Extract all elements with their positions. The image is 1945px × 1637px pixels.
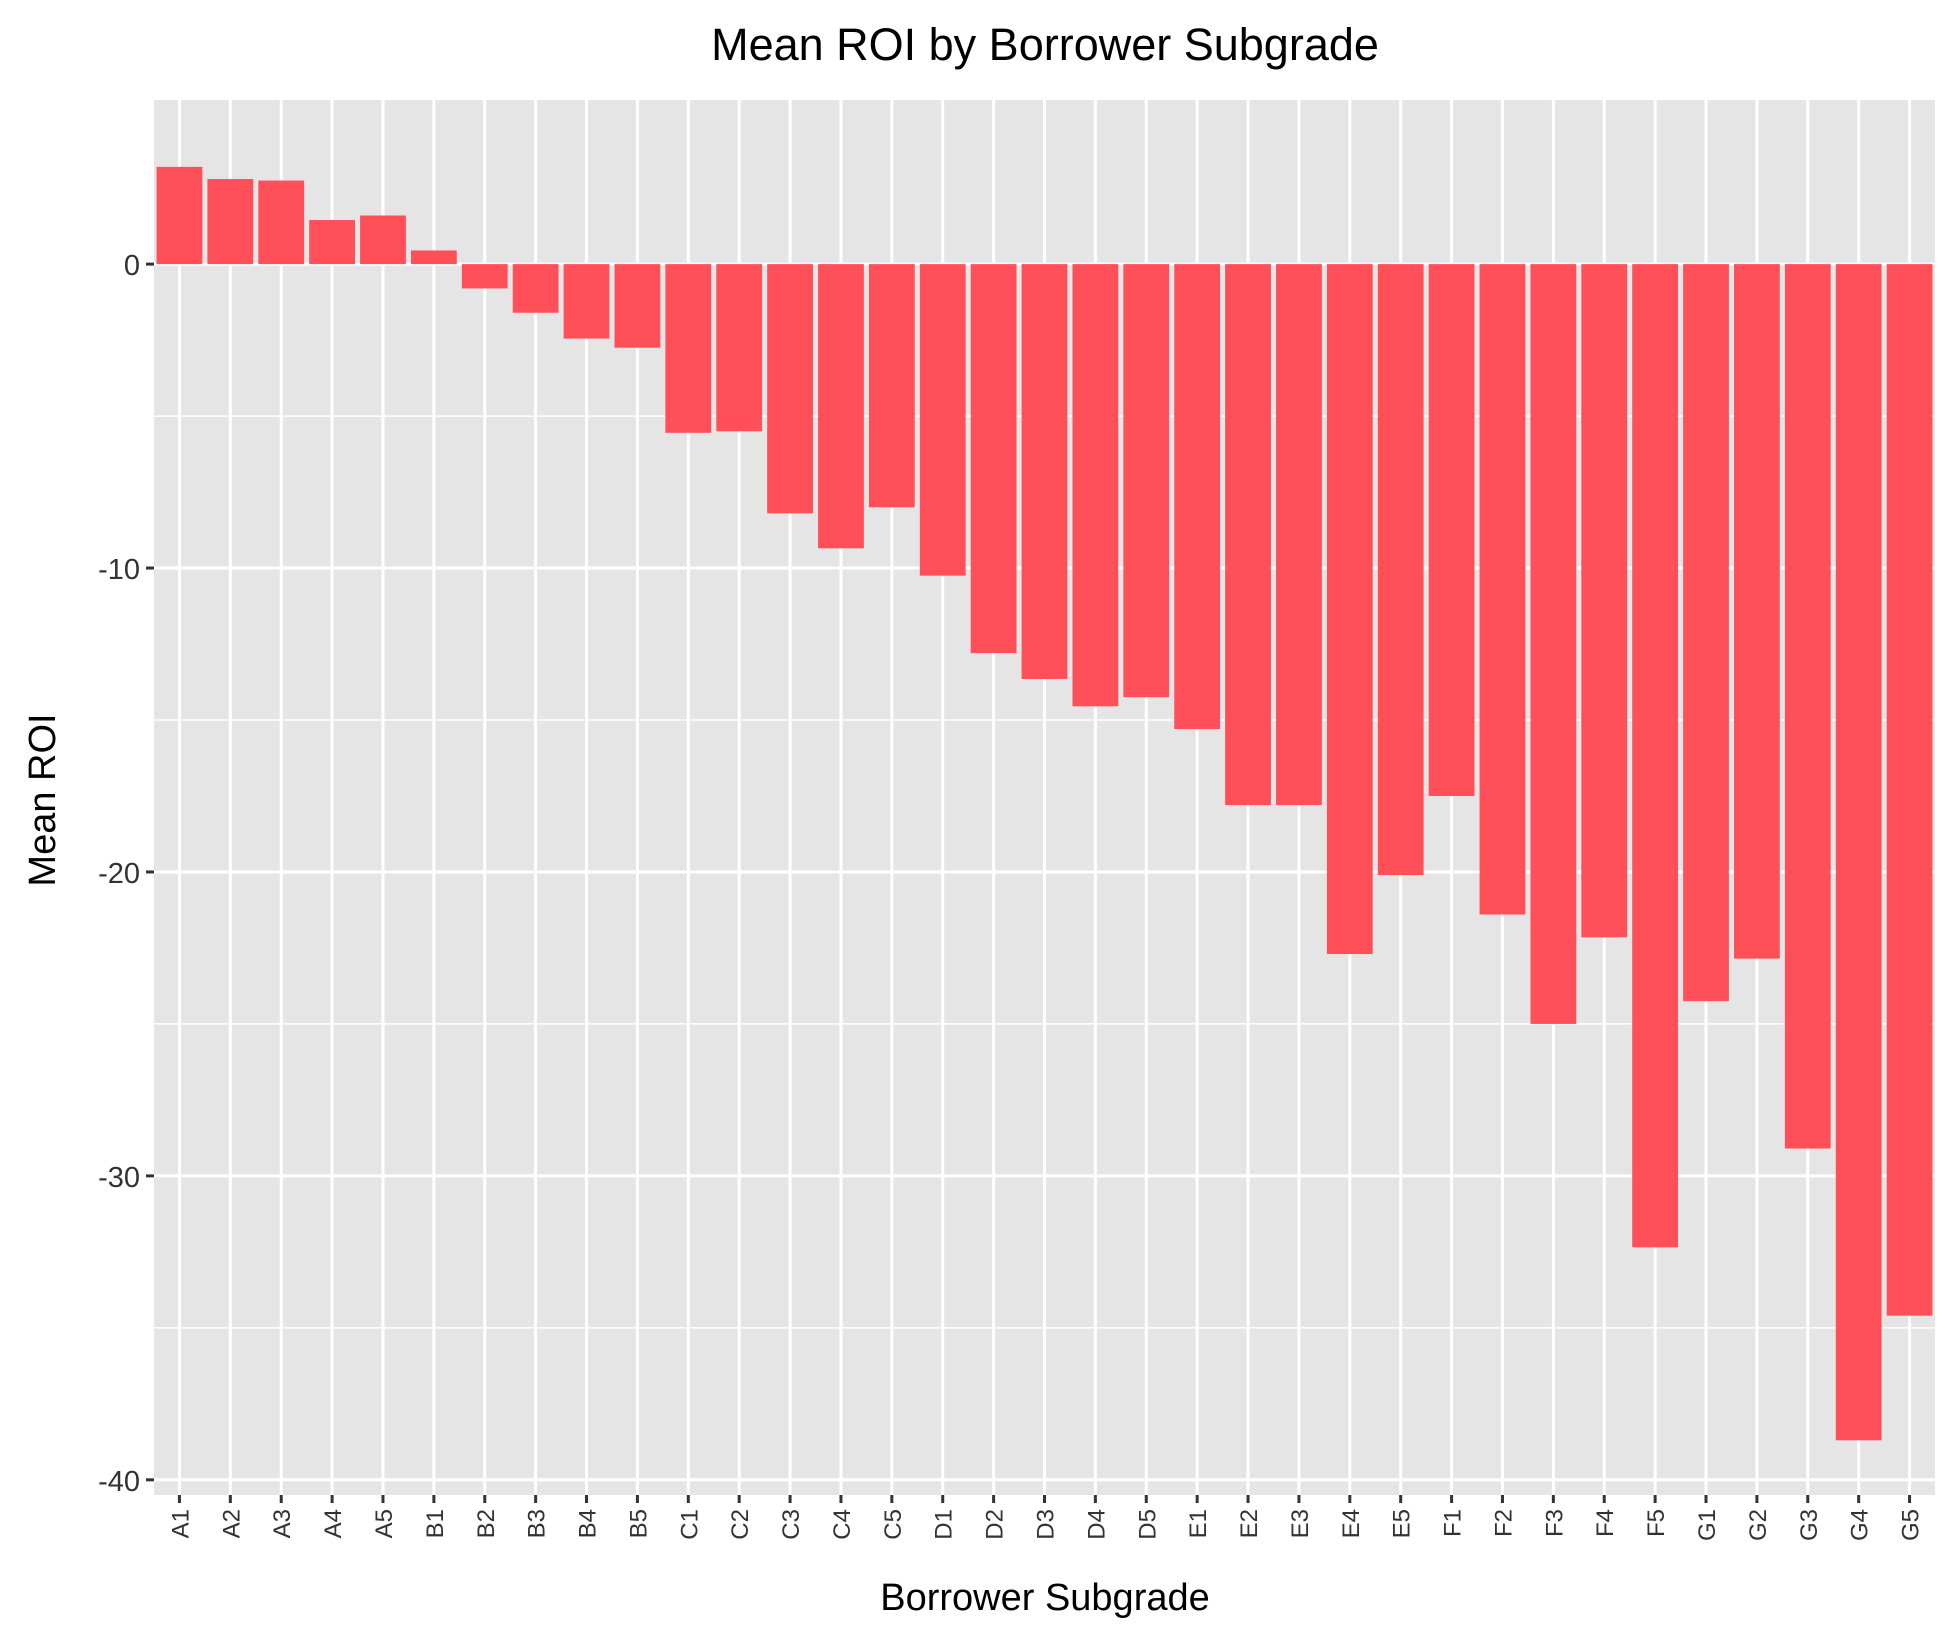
bar-A2: [207, 179, 254, 265]
x-tick-label: F5: [1643, 1509, 1670, 1537]
x-tick-label: C3: [778, 1509, 805, 1540]
bar-D3: [1021, 264, 1068, 679]
x-tick-label: D5: [1134, 1509, 1161, 1540]
chart-title: Mean ROI by Borrower Subgrade: [711, 19, 1379, 70]
x-tick-label: G2: [1745, 1509, 1772, 1541]
bar-C1: [665, 264, 712, 433]
x-tick-label: E4: [1338, 1509, 1365, 1538]
bar-G5: [1886, 264, 1933, 1316]
y-tick-label: 0: [124, 250, 140, 282]
bar-C4: [818, 264, 864, 549]
bar-E4: [1326, 264, 1373, 955]
bar-A3: [258, 180, 305, 265]
bar-D1: [919, 264, 966, 576]
x-tick-label: G4: [1847, 1509, 1874, 1541]
x-tick-label: C5: [880, 1509, 907, 1540]
bar-G2: [1734, 264, 1780, 959]
y-tick-label: -10: [98, 554, 140, 586]
bar-E5: [1377, 264, 1424, 875]
x-tick-label: B3: [524, 1509, 551, 1538]
x-tick-label: F2: [1490, 1509, 1517, 1537]
bar-B4: [563, 264, 610, 339]
x-tick-label: G1: [1694, 1509, 1721, 1541]
bar-F1: [1428, 264, 1475, 796]
y-tick-label: -40: [98, 1466, 140, 1498]
x-tick-label: G5: [1898, 1509, 1925, 1541]
x-tick-label: D2: [982, 1509, 1009, 1540]
x-tick-label: C1: [676, 1509, 703, 1540]
bar-A4: [309, 220, 355, 265]
y-axis: 0 -10 -20 -30 -40: [98, 250, 154, 1498]
bar-F4: [1581, 264, 1628, 938]
x-tick-label: F3: [1541, 1509, 1568, 1537]
y-tick-label: -30: [98, 1162, 140, 1194]
x-tick-label: C2: [727, 1509, 754, 1540]
y-axis-label: Mean ROI: [22, 713, 64, 886]
x-tick-label: B4: [575, 1509, 602, 1538]
x-tick-label: B2: [473, 1509, 500, 1538]
x-tick-label: F1: [1440, 1509, 1467, 1537]
x-axis: A1 A2 A3 A4 A5 B1 B2 B3 B4 B5 C1 C2 C3 C4 C5 D1 D2 D3 D4 D5…: [167, 1495, 1925, 1541]
bar-E3: [1276, 264, 1322, 806]
bar-E2: [1225, 264, 1271, 806]
bar-D2: [970, 264, 1017, 654]
bar-D4: [1072, 264, 1119, 707]
bar-B2: [461, 264, 508, 289]
x-tick-label: C4: [829, 1509, 856, 1540]
x-tick-label: D1: [931, 1509, 958, 1540]
bar-C2: [716, 264, 763, 432]
y-tick-label: -20: [98, 858, 140, 890]
bar-G4: [1835, 264, 1882, 1441]
x-tick-label: E5: [1389, 1509, 1416, 1538]
x-tick-label: E2: [1236, 1509, 1263, 1538]
x-tick-label: A3: [269, 1509, 296, 1538]
bar-F3: [1530, 264, 1577, 1024]
bar-B3: [512, 264, 559, 313]
bar-G1: [1683, 264, 1729, 1002]
x-tick-label: E1: [1185, 1509, 1212, 1538]
x-tick-label: A4: [320, 1509, 347, 1538]
x-tick-label: A5: [371, 1509, 398, 1538]
bar-B1: [410, 250, 457, 265]
x-tick-label: A2: [218, 1509, 245, 1538]
x-tick-label: D4: [1083, 1509, 1110, 1540]
x-tick-label: E3: [1287, 1509, 1314, 1538]
x-tick-label: A1: [167, 1509, 194, 1538]
x-tick-label: B1: [422, 1509, 449, 1538]
bar-F2: [1479, 264, 1526, 915]
x-tick-label: B5: [625, 1509, 652, 1538]
x-tick-label: D3: [1033, 1509, 1060, 1540]
bar-G3: [1784, 264, 1831, 1149]
bar-A1: [156, 166, 203, 265]
bar-A5: [360, 215, 406, 265]
bar-D5: [1123, 264, 1170, 698]
bar-B5: [614, 264, 661, 348]
x-tick-label: G3: [1796, 1509, 1823, 1541]
bar-E1: [1174, 264, 1221, 730]
bar-F5: [1632, 264, 1679, 1248]
x-tick-label: F4: [1592, 1509, 1619, 1537]
bar-C3: [767, 264, 813, 514]
bars: [156, 166, 1933, 1441]
bar-C5: [868, 264, 915, 508]
x-axis-label: Borrower Subgrade: [880, 1577, 1210, 1619]
